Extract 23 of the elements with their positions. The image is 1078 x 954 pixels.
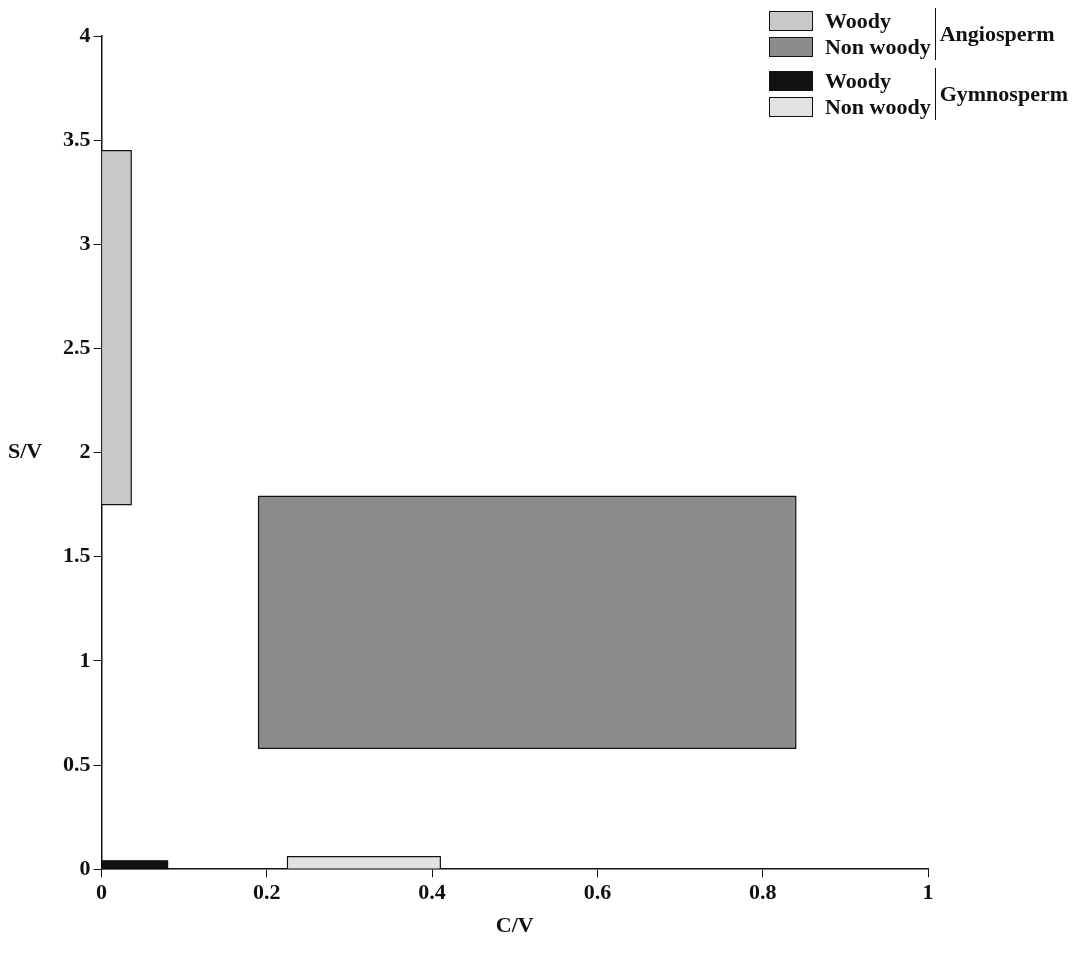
y-tick-label: 3 bbox=[79, 229, 91, 255]
x-tick-label: 0.2 bbox=[253, 879, 281, 905]
y-tick-label: 1 bbox=[79, 646, 91, 672]
x-tick-label: 0.6 bbox=[583, 879, 612, 905]
y-axis-title: S/V bbox=[8, 438, 43, 464]
legend-label: Non woody bbox=[824, 94, 931, 120]
legend-label: Woody bbox=[824, 8, 891, 34]
y-tick-label: 3.5 bbox=[63, 125, 91, 151]
text: Gymnosperm bbox=[938, 81, 1068, 107]
y-tick-label: 0 bbox=[79, 854, 91, 880]
x-tick-label: 0.8 bbox=[748, 879, 777, 905]
y-tick-label: 2 bbox=[79, 438, 91, 464]
x-axis-title: C/V bbox=[495, 912, 534, 938]
x-tick-label: 1 bbox=[922, 879, 934, 905]
y-tick-label: 2.5 bbox=[63, 334, 91, 360]
x-tick-label: 0.4 bbox=[418, 879, 446, 905]
y-tick-label: 4 bbox=[79, 21, 91, 47]
x-tick-label: 0 bbox=[96, 879, 107, 905]
legend-label: Woody bbox=[824, 68, 891, 94]
y-tick-label: 1.5 bbox=[63, 542, 91, 568]
text: Angiosperm bbox=[938, 21, 1055, 47]
y-tick-label: 0.5 bbox=[63, 750, 91, 776]
legend-label: Non woody bbox=[824, 34, 931, 60]
